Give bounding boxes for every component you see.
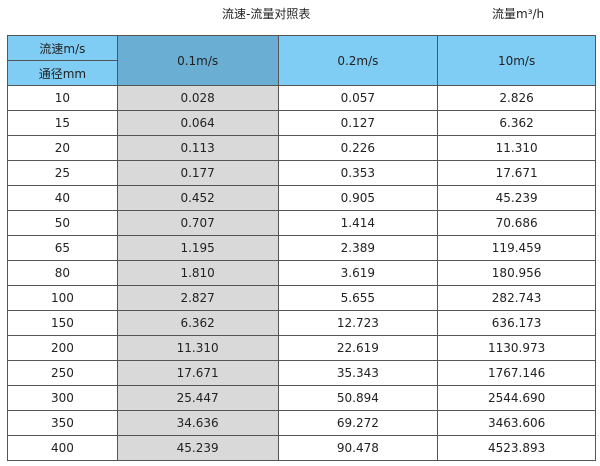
table-row: 25 0.177 0.353 17.671 xyxy=(7,160,596,186)
table-row: 150 6.362 12.723 636.173 xyxy=(7,310,596,336)
flow-cell: 119.459 xyxy=(437,235,596,261)
diameter-cell: 15 xyxy=(7,110,118,136)
table-row: 20 0.113 0.226 11.310 xyxy=(7,135,596,161)
table-row: 80 1.810 3.619 180.956 xyxy=(7,260,596,286)
table-row: 400 45.239 90.478 4523.893 xyxy=(7,435,596,461)
diameter-cell: 40 xyxy=(7,185,118,211)
flow-cell: 1.414 xyxy=(277,210,439,236)
table-row: 250 17.671 35.343 1767.146 xyxy=(7,360,596,386)
flow-cell: 0.064 xyxy=(116,110,279,136)
diameter-cell: 20 xyxy=(7,135,118,161)
flow-cell: 22.619 xyxy=(277,335,439,361)
table-row: 65 1.195 2.389 119.459 xyxy=(7,235,596,261)
flow-cell: 180.956 xyxy=(437,260,596,286)
flow-cell: 0.177 xyxy=(116,160,279,186)
diameter-cell: 65 xyxy=(7,235,118,261)
flow-cell: 0.707 xyxy=(116,210,279,236)
flow-cell: 6.362 xyxy=(437,110,596,136)
flow-cell: 1130.973 xyxy=(437,335,596,361)
table-row: 200 11.310 22.619 1130.973 xyxy=(7,335,596,361)
flow-cell: 25.447 xyxy=(116,385,279,411)
flow-cell: 0.452 xyxy=(116,185,279,211)
flow-cell: 1.810 xyxy=(116,260,279,286)
flow-cell: 12.723 xyxy=(277,310,439,336)
flow-cell: 45.239 xyxy=(437,185,596,211)
flow-cell: 17.671 xyxy=(116,360,279,386)
table-row: 15 0.064 0.127 6.362 xyxy=(7,110,596,136)
flow-cell: 2.827 xyxy=(116,285,279,311)
column-header: 0.1m/s xyxy=(116,35,279,86)
flow-cell: 11.310 xyxy=(437,135,596,161)
flow-cell: 90.478 xyxy=(277,435,439,461)
diameter-cell: 250 xyxy=(7,360,118,386)
diameter-cell: 350 xyxy=(7,410,118,436)
table-row: 40 0.452 0.905 45.239 xyxy=(7,185,596,211)
flow-cell: 5.655 xyxy=(277,285,439,311)
flow-cell: 3463.606 xyxy=(437,410,596,436)
velocity-header: 流速m/s xyxy=(7,35,118,61)
unit-label: 流量m³/h xyxy=(492,7,545,21)
flow-cell: 2.389 xyxy=(277,235,439,261)
diameter-cell: 100 xyxy=(7,285,118,311)
flow-cell: 0.905 xyxy=(277,185,439,211)
diameter-cell: 150 xyxy=(7,310,118,336)
flow-cell: 636.173 xyxy=(437,310,596,336)
diameter-cell: 50 xyxy=(7,210,118,236)
column-header: 10m/s xyxy=(437,35,596,86)
diameter-cell: 200 xyxy=(7,335,118,361)
diameter-cell: 400 xyxy=(7,435,118,461)
diameter-cell: 300 xyxy=(7,385,118,411)
diameter-cell: 25 xyxy=(7,160,118,186)
flow-cell: 282.743 xyxy=(437,285,596,311)
table-row: 100 2.827 5.655 282.743 xyxy=(7,285,596,311)
flow-cell: 34.636 xyxy=(116,410,279,436)
flow-cell: 0.127 xyxy=(277,110,439,136)
flow-cell: 0.028 xyxy=(116,85,279,111)
diameter-cell: 80 xyxy=(7,260,118,286)
flow-cell: 2.826 xyxy=(437,85,596,111)
flow-cell: 11.310 xyxy=(116,335,279,361)
flow-cell: 50.894 xyxy=(277,385,439,411)
diameter-cell: 10 xyxy=(7,85,118,111)
flow-cell: 2544.690 xyxy=(437,385,596,411)
flow-cell: 3.619 xyxy=(277,260,439,286)
diameter-header: 通径mm xyxy=(7,60,118,86)
column-header: 0.2m/s xyxy=(277,35,439,86)
flow-cell: 17.671 xyxy=(437,160,596,186)
flow-cell: 0.057 xyxy=(277,85,439,111)
flow-cell: 0.113 xyxy=(116,135,279,161)
flow-cell: 4523.893 xyxy=(437,435,596,461)
flow-cell: 45.239 xyxy=(116,435,279,461)
flow-cell: 0.226 xyxy=(277,135,439,161)
table-row: 350 34.636 69.272 3463.606 xyxy=(7,410,596,436)
flow-cell: 0.353 xyxy=(277,160,439,186)
flow-cell: 1.195 xyxy=(116,235,279,261)
flow-cell: 35.343 xyxy=(277,360,439,386)
table-row: 10 0.028 0.057 2.826 xyxy=(7,85,596,111)
flow-cell: 70.686 xyxy=(437,210,596,236)
table-row: 50 0.707 1.414 70.686 xyxy=(7,210,596,236)
flow-table: 流速m/s 0.1m/s 0.2m/s 10m/s 通径mm 10 0.028 0.… xyxy=(7,35,596,461)
flow-cell: 6.362 xyxy=(116,310,279,336)
table-title: 流速-流量对照表 xyxy=(222,7,311,21)
flow-cell: 69.272 xyxy=(277,410,439,436)
table-row: 300 25.447 50.894 2544.690 xyxy=(7,385,596,411)
flow-cell: 1767.146 xyxy=(437,360,596,386)
